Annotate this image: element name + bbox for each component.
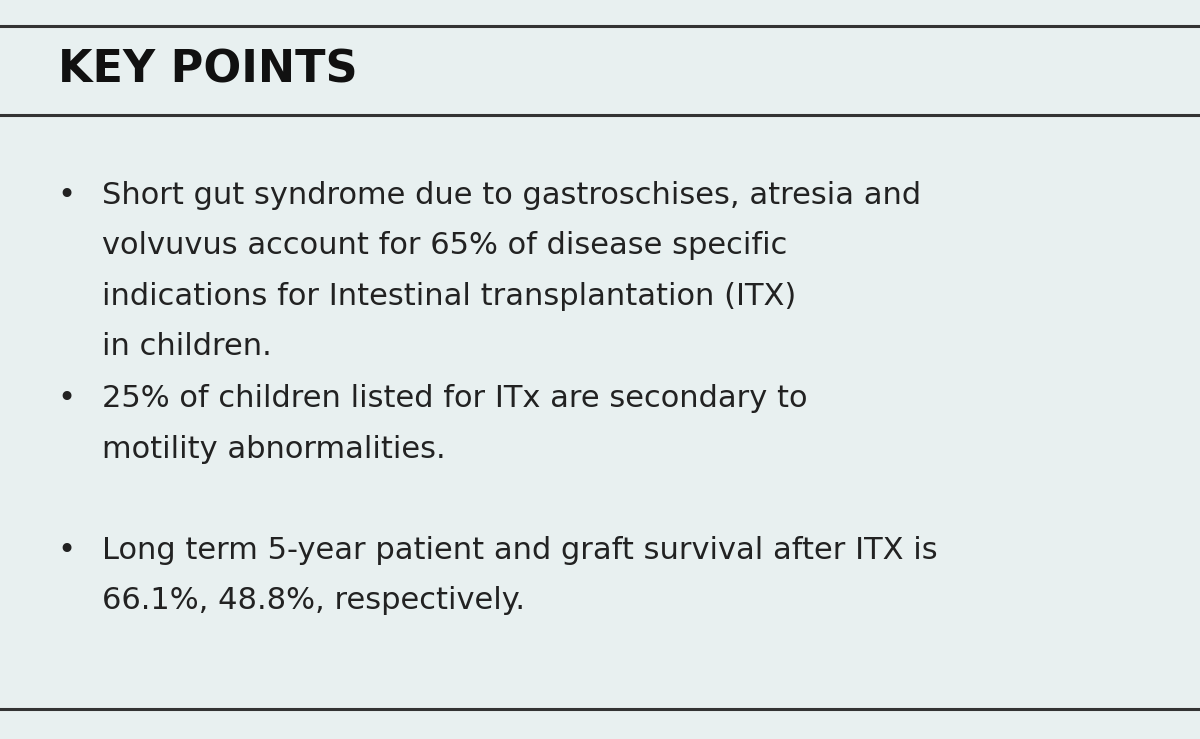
Text: •: • bbox=[58, 181, 76, 210]
Text: in children.: in children. bbox=[102, 332, 271, 361]
Text: Short gut syndrome due to gastroschises, atresia and: Short gut syndrome due to gastroschises,… bbox=[102, 181, 922, 210]
Text: volvuvus account for 65% of disease specific: volvuvus account for 65% of disease spec… bbox=[102, 231, 787, 260]
Text: 25% of children listed for ITx are secondary to: 25% of children listed for ITx are secon… bbox=[102, 384, 808, 413]
Text: indications for Intestinal transplantation (ITX): indications for Intestinal transplantati… bbox=[102, 282, 797, 310]
Text: •: • bbox=[58, 536, 76, 565]
Text: KEY POINTS: KEY POINTS bbox=[58, 49, 358, 92]
Text: •: • bbox=[58, 384, 76, 413]
Text: 66.1%, 48.8%, respectively.: 66.1%, 48.8%, respectively. bbox=[102, 586, 526, 615]
Text: motility abnormalities.: motility abnormalities. bbox=[102, 435, 445, 463]
Text: Long term 5-year patient and graft survival after ITX is: Long term 5-year patient and graft survi… bbox=[102, 536, 937, 565]
